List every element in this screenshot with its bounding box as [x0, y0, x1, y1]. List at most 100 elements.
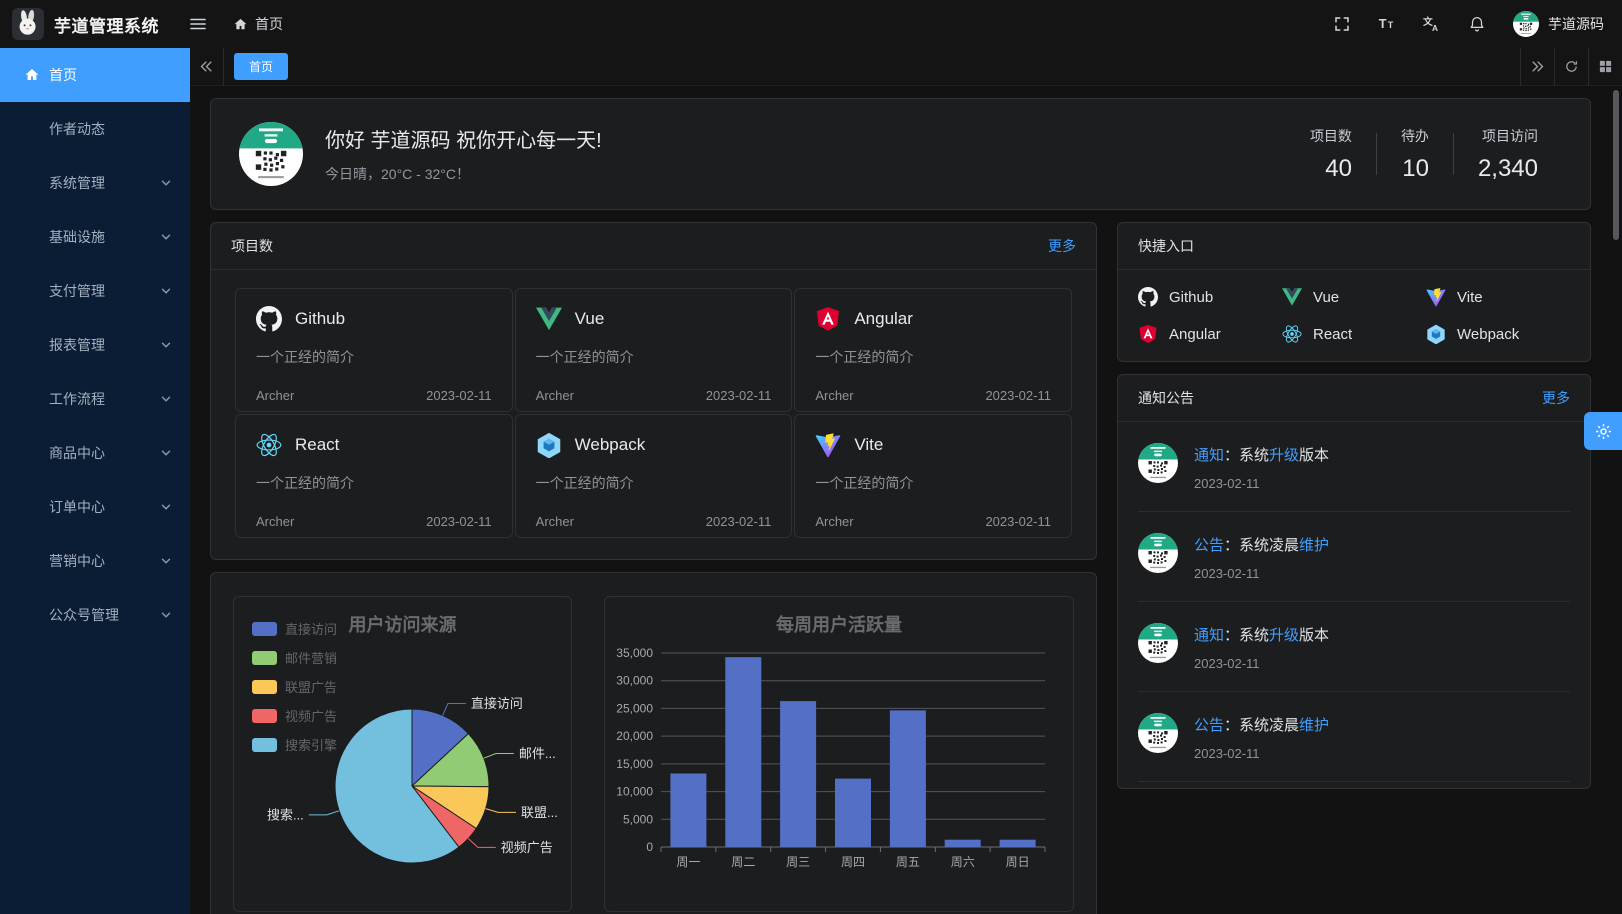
projects-card-title: 项目数 [231, 238, 273, 254]
fullscreen-button[interactable] [1333, 15, 1351, 33]
bar-周四[interactable] [835, 778, 871, 847]
scrollbar-thumb[interactable] [1613, 90, 1619, 240]
shortcut-label: Github [1169, 288, 1214, 306]
legend-swatch [252, 737, 277, 752]
bar-周二[interactable] [725, 657, 762, 847]
sidebar-item-基础设施[interactable]: 基础设施 [0, 210, 190, 264]
y-axis-tick-label: 25,000 [616, 701, 653, 715]
sidebar-item-营销中心[interactable]: 营销中心 [0, 534, 190, 588]
legend-item-联盟广告[interactable]: 联盟广告 [252, 677, 337, 696]
shortcut-React[interactable]: React [1282, 324, 1426, 344]
project-description: 一个正经的简介 [535, 349, 634, 365]
pie-label-line [308, 810, 340, 816]
bar-周一[interactable] [670, 773, 707, 848]
pie-slice-搜索引擎[interactable] [334, 708, 460, 864]
project-description: 一个正经的简介 [815, 475, 914, 491]
notice-title-segment: 升级 [1269, 447, 1300, 464]
sidebar-item-作者动态[interactable]: 作者动态 [0, 102, 190, 156]
sidebar-item-label: 系统管理 [49, 175, 105, 191]
bar-周三[interactable] [780, 701, 817, 847]
project-description: 一个正经的简介 [256, 349, 354, 365]
project-card-Vue[interactable]: Vue 一个正经的简介 Archer 2023-02-11 [514, 288, 793, 412]
notices-more-link[interactable]: 更多 [1542, 390, 1570, 406]
sidebar: 首页 作者动态系统管理基础设施 支付管理 报表管理工作流程商品中心 订单中心 营销中心 公众… [0, 48, 190, 914]
hamburger-icon[interactable] [189, 15, 207, 33]
project-author: Archer [256, 514, 295, 529]
legend-swatch [252, 708, 277, 723]
chevron-down-icon [160, 609, 172, 621]
legend-item-直接访问[interactable]: 直接访问 [252, 619, 337, 638]
sidebar-item-首页[interactable]: 首页 [0, 48, 190, 102]
legend-item-搜索引擎[interactable]: 搜索引擎 [252, 735, 337, 754]
project-description: 一个正经的简介 [815, 349, 914, 365]
vite-icon [815, 432, 841, 458]
pie-chart[interactable]: 直接访问邮件...联盟...视频广告搜索... [234, 597, 571, 911]
scrollbar-track[interactable] [1610, 87, 1622, 914]
notice-item[interactable]: 通知：系统升级版本 2023-02-11 [1138, 602, 1570, 692]
x-axis-category-label: 周四 [841, 855, 865, 869]
breadcrumb[interactable]: 首页 [233, 14, 283, 34]
stat-label: 待办 [1400, 127, 1429, 144]
welcome-info: 你好 芋道源码 祝你开心每一天! 今日晴，20°C - 32°C！ [325, 124, 602, 184]
project-card-Angular[interactable]: Angular 一个正经的简介 Archer 2023-02-11 [794, 288, 1072, 412]
bar-周六[interactable] [944, 839, 981, 847]
shortcut-Angular[interactable]: Angular [1138, 324, 1282, 344]
bar-周日[interactable] [999, 839, 1036, 847]
project-card-React[interactable]: React 一个正经的简介 Archer 2023-02-11 [235, 414, 513, 538]
notice-item[interactable]: 公告：系统凌晨维护 2023-02-11 [1138, 512, 1570, 602]
project-date: 2023-02-11 [985, 514, 1051, 529]
settings-fab-button[interactable] [1584, 412, 1622, 450]
shortcut-Vue[interactable]: Vue [1282, 287, 1426, 307]
notice-item[interactable]: 通知：系统升级版本 2023-02-11 [1138, 422, 1570, 512]
sidebar-item-支付管理[interactable]: 支付管理 [0, 264, 190, 318]
shortcut-label: Vite [1457, 288, 1483, 306]
project-card-Github[interactable]: Github 一个正经的简介 Archer 2023-02-11 [235, 288, 513, 412]
user-name: 芋道源码 [1548, 16, 1604, 32]
sidebar-item-公众号管理[interactable]: 公众号管理 [0, 588, 190, 642]
app-logo-rabbit-icon[interactable] [12, 8, 44, 40]
project-card-top: Vue [535, 306, 772, 332]
project-card-Webpack[interactable]: Webpack 一个正经的简介 Archer 2023-02-11 [514, 414, 793, 538]
sidebar-item-label: 工作流程 [49, 391, 105, 407]
notices-card-title: 通知公告 [1138, 390, 1194, 406]
shortcut-Webpack[interactable]: Webpack [1426, 324, 1570, 344]
user-menu[interactable]: 芋道源码 [1513, 11, 1604, 37]
y-axis-tick-label: 0 [646, 840, 653, 854]
pie-slice-直接访问[interactable] [411, 708, 470, 788]
collapse-sidebar-button[interactable] [190, 47, 224, 86]
tab-options-button[interactable] [1588, 47, 1622, 86]
project-card-top: Webpack [536, 432, 772, 458]
notice-item[interactable]: 公告：系统凌晨维护 2023-02-11 [1138, 692, 1570, 782]
sidebar-item-系统管理[interactable]: 系统管理 [0, 156, 190, 210]
pie-label-line [485, 808, 516, 813]
notice-title: 公告：系统凌晨维护 [1194, 534, 1329, 555]
sidebar-item-订单中心[interactable]: 订单中心 [0, 480, 190, 534]
sidebar-item-工作流程[interactable]: 工作流程 [0, 372, 190, 426]
next-tabs-button[interactable] [1520, 47, 1554, 86]
shortcut-Vite[interactable]: Vite [1426, 287, 1570, 307]
refresh-tab-button[interactable] [1554, 47, 1588, 86]
project-card-Vite[interactable]: Vite 一个正经的简介 Archer 2023-02-11 [794, 414, 1072, 538]
bar-chart[interactable]: 0 5,000 10,000 15,000 20,000 25,000 30,000 35,0… [605, 597, 1067, 911]
bell-button[interactable] [1468, 15, 1486, 33]
project-footer: Archer 2023-02-11 [536, 514, 772, 529]
shortcut-Github[interactable]: Github [1138, 287, 1282, 307]
shortcuts-card-header: 快捷入口 [1118, 223, 1590, 270]
notice-title-segment: 公告 [1194, 717, 1225, 734]
projects-more-link[interactable]: 更多 [1048, 238, 1076, 254]
angular-icon [1138, 324, 1158, 344]
refresh-icon [1566, 61, 1577, 72]
legend-item-视频广告[interactable]: 视频广告 [252, 706, 337, 725]
breadcrumb-label: 首页 [255, 16, 283, 32]
bar-周五[interactable] [889, 710, 926, 847]
sidebar-item-商品中心[interactable]: 商品中心 [0, 426, 190, 480]
projects-card-header: 项目数 更多 [211, 223, 1096, 270]
tab-首页[interactable]: 首页 [234, 53, 289, 80]
project-author: Archer [535, 388, 574, 403]
legend-item-邮件营销[interactable]: 邮件营销 [252, 648, 337, 667]
stat-项目访问: 项目访问 2,340 [1454, 126, 1562, 183]
sidebar-item-报表管理[interactable]: 报表管理 [0, 318, 190, 372]
